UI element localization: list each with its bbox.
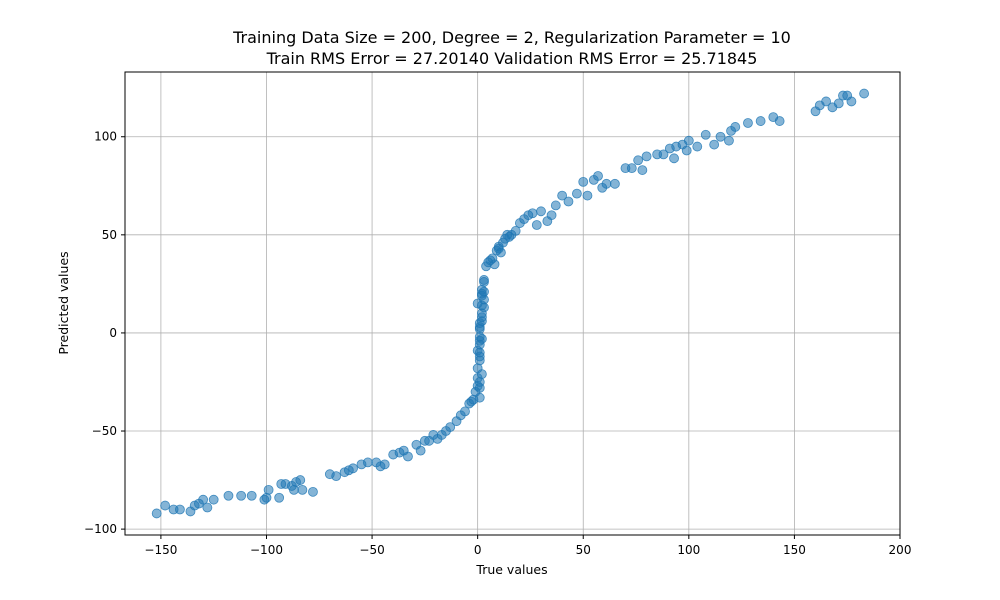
- data-point: [274, 492, 285, 503]
- x-tick-label: 0: [474, 543, 482, 557]
- data-point: [633, 155, 644, 166]
- data-point: [658, 149, 669, 160]
- data-point: [175, 504, 185, 515]
- data-point: [637, 165, 648, 175]
- data-point: [641, 151, 652, 162]
- data-point: [261, 492, 272, 503]
- chart-title: Training Data Size = 200, Degree = 2, Re…: [232, 28, 791, 47]
- data-point: [160, 500, 171, 511]
- data-point: [743, 118, 753, 128]
- data-point: [859, 88, 870, 99]
- data-point: [415, 445, 426, 456]
- x-tick-label: 150: [783, 543, 806, 557]
- data-point: [846, 96, 857, 107]
- data-point: [572, 188, 582, 199]
- data-point: [546, 210, 557, 221]
- x-tick-label: −150: [144, 543, 177, 557]
- data-point: [472, 298, 483, 309]
- y-tick-label: 100: [94, 130, 117, 144]
- data-point: [557, 190, 568, 201]
- plot-frame: [124, 71, 901, 536]
- data-point: [208, 494, 219, 505]
- x-tick-label: 50: [576, 543, 591, 557]
- x-tick-label: −100: [250, 543, 283, 557]
- data-point: [476, 333, 487, 344]
- data-point: [626, 163, 637, 174]
- data-point: [295, 475, 306, 485]
- data-point: [531, 220, 542, 230]
- data-point: [236, 490, 247, 501]
- x-tick-label: 100: [677, 543, 700, 557]
- data-point: [474, 392, 485, 403]
- data-point: [297, 484, 308, 495]
- data-point: [348, 463, 358, 474]
- data-point: [472, 345, 483, 356]
- data-point: [308, 486, 318, 497]
- data-point: [683, 135, 694, 146]
- x-tick-label: −50: [359, 543, 384, 557]
- data-point: [669, 153, 679, 164]
- data-point: [724, 135, 734, 146]
- data-point: [536, 206, 546, 217]
- data-point: [331, 471, 342, 482]
- data-point: [246, 490, 257, 501]
- data-point: [510, 226, 521, 236]
- data-point: [379, 459, 390, 470]
- data-point: [527, 208, 538, 219]
- data-point: [821, 96, 831, 107]
- data-point: [198, 494, 209, 505]
- data-point: [474, 382, 485, 393]
- data-point: [578, 176, 589, 187]
- data-point: [563, 196, 574, 207]
- data-point: [774, 116, 785, 126]
- y-tick-label: 50: [102, 228, 117, 242]
- data-point: [202, 502, 213, 513]
- data-point: [223, 490, 234, 501]
- data-point: [610, 178, 620, 189]
- y-tick-label: −50: [92, 424, 117, 438]
- data-point: [495, 247, 506, 258]
- data-point: [730, 122, 741, 132]
- data-point: [833, 98, 844, 109]
- y-tick-label: 0: [109, 326, 117, 340]
- data-point: [755, 116, 766, 126]
- y-tick-label: −100: [84, 522, 117, 536]
- data-point: [479, 277, 489, 287]
- data-point: [700, 129, 711, 140]
- data-point: [489, 259, 500, 270]
- data-point: [709, 139, 720, 150]
- y-axis-label: Predicted values: [56, 251, 71, 354]
- data-point: [601, 178, 612, 189]
- data-point: [474, 318, 485, 329]
- data-point: [403, 451, 413, 462]
- data-point: [715, 131, 726, 142]
- data-point: [362, 457, 373, 468]
- y-axis-ticks: −100 −50 0 50 100: [84, 130, 125, 536]
- data-point: [151, 508, 162, 519]
- data-point: [593, 171, 603, 181]
- data-point: [476, 288, 487, 299]
- data-point: [692, 141, 703, 152]
- x-tick-label: 200: [889, 543, 912, 557]
- data-point: [460, 406, 470, 417]
- data-point: [550, 200, 561, 211]
- chart-subtitle: Train RMS Error = 27.20140 Validation RM…: [266, 49, 758, 68]
- data-points: [151, 88, 870, 519]
- x-axis-label: True values: [475, 562, 547, 577]
- data-point: [681, 145, 692, 156]
- data-point: [582, 190, 593, 201]
- x-axis-ticks: −150 −100 −50 0 50 100 150 200: [144, 535, 911, 557]
- data-point: [445, 422, 456, 432]
